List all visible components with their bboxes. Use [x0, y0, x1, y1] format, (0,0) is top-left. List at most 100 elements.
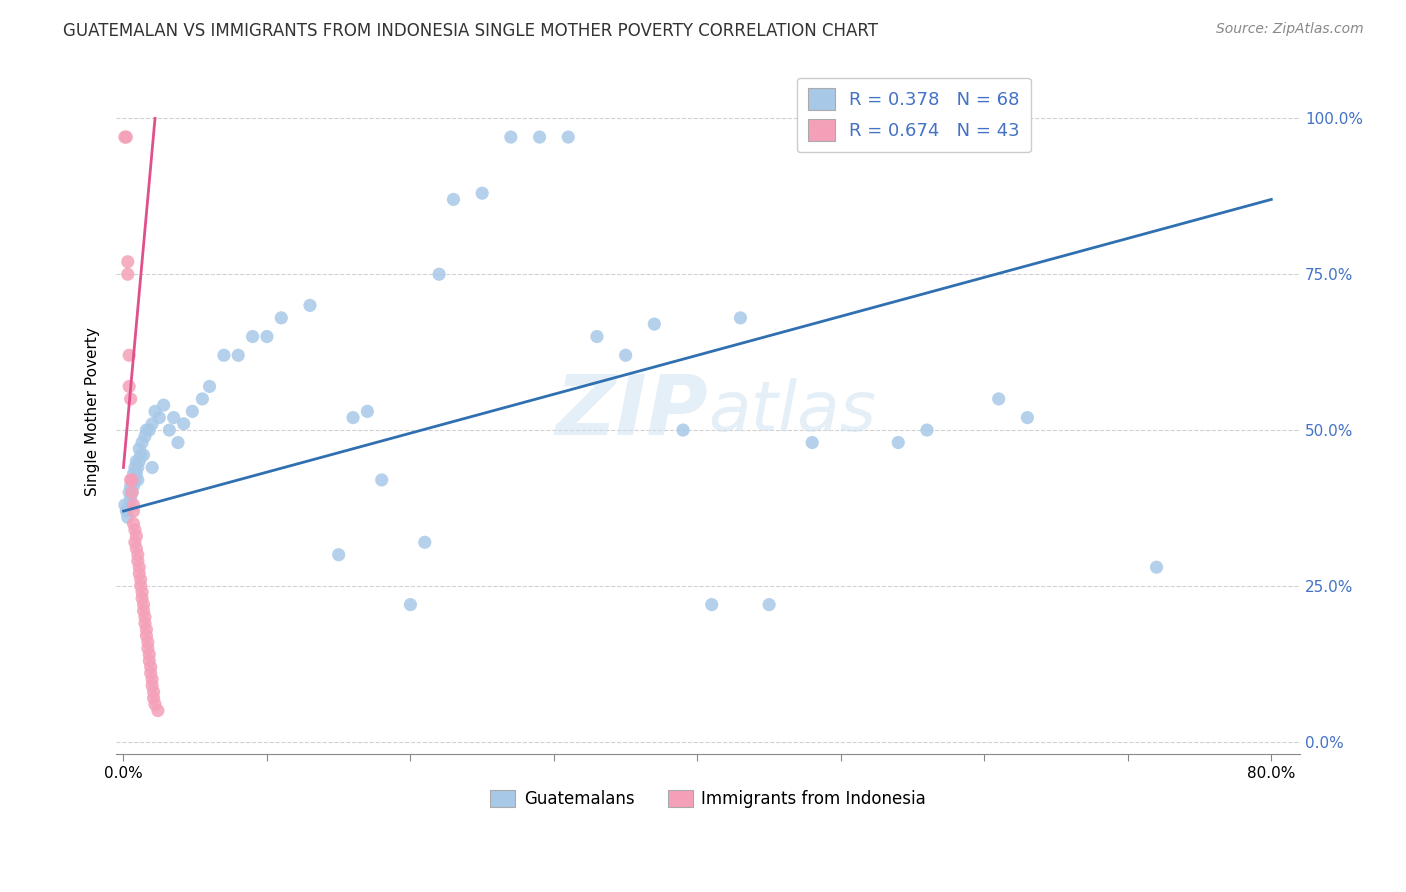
Point: [134, 610, 156, 624]
Point: [120, 479, 142, 493]
Point: [118, 348, 141, 362]
Point: [114, 498, 136, 512]
Point: [117, 267, 139, 281]
Point: [121, 473, 143, 487]
Point: [887, 435, 910, 450]
Point: [125, 467, 148, 481]
Point: [118, 379, 141, 393]
Point: [643, 317, 665, 331]
Point: [141, 673, 163, 687]
Point: [139, 666, 162, 681]
Point: [127, 554, 149, 568]
Point: [141, 417, 163, 431]
Text: ZIP: ZIP: [555, 371, 709, 452]
Point: [370, 473, 392, 487]
Point: [152, 398, 174, 412]
Point: [120, 392, 142, 406]
Point: [1017, 410, 1039, 425]
Point: [121, 485, 143, 500]
Point: [148, 410, 170, 425]
Point: [118, 498, 141, 512]
Point: [122, 479, 145, 493]
Point: [129, 579, 152, 593]
Point: [141, 460, 163, 475]
Point: [586, 329, 609, 343]
Point: [115, 130, 138, 145]
Point: [118, 485, 141, 500]
Point: [143, 698, 166, 712]
Point: [131, 591, 153, 606]
Point: [242, 329, 264, 343]
Point: [270, 310, 292, 325]
Point: [328, 548, 350, 562]
Point: [128, 566, 150, 581]
Point: [128, 442, 150, 456]
Point: [122, 504, 145, 518]
Point: [135, 423, 157, 437]
Point: [157, 423, 180, 437]
Point: [256, 329, 278, 343]
Point: [700, 598, 723, 612]
Point: [127, 548, 149, 562]
Point: [173, 417, 195, 431]
Point: [672, 423, 695, 437]
Point: [730, 310, 752, 325]
Text: atlas: atlas: [709, 378, 876, 445]
Point: [136, 635, 159, 649]
Point: [143, 404, 166, 418]
Point: [413, 535, 436, 549]
Point: [212, 348, 235, 362]
Point: [131, 435, 153, 450]
Point: [356, 404, 378, 418]
Point: [128, 560, 150, 574]
Point: [298, 298, 321, 312]
Text: Source: ZipAtlas.com: Source: ZipAtlas.com: [1216, 22, 1364, 37]
Point: [614, 348, 637, 362]
Point: [758, 598, 780, 612]
Point: [163, 410, 186, 425]
Point: [129, 448, 152, 462]
Point: [801, 435, 824, 450]
Point: [139, 660, 162, 674]
Point: [131, 585, 153, 599]
Point: [138, 423, 160, 437]
Point: [399, 598, 422, 612]
Point: [135, 629, 157, 643]
Text: GUATEMALAN VS IMMIGRANTS FROM INDONESIA SINGLE MOTHER POVERTY CORRELATION CHART: GUATEMALAN VS IMMIGRANTS FROM INDONESIA …: [63, 22, 879, 40]
Point: [120, 473, 142, 487]
Point: [117, 254, 139, 268]
Point: [129, 573, 152, 587]
Point: [121, 473, 143, 487]
Point: [529, 130, 551, 145]
Point: [124, 473, 146, 487]
Point: [141, 679, 163, 693]
Point: [124, 523, 146, 537]
Point: [122, 516, 145, 531]
Point: [443, 193, 465, 207]
Point: [125, 454, 148, 468]
Point: [124, 460, 146, 475]
Point: [142, 685, 165, 699]
Point: [146, 704, 169, 718]
Point: [125, 529, 148, 543]
Point: [132, 604, 155, 618]
Y-axis label: Single Mother Poverty: Single Mother Poverty: [86, 327, 100, 496]
Point: [136, 641, 159, 656]
Point: [124, 535, 146, 549]
Point: [138, 654, 160, 668]
Point: [132, 448, 155, 462]
Point: [134, 429, 156, 443]
Point: [125, 541, 148, 556]
Point: [342, 410, 364, 425]
Point: [138, 648, 160, 662]
Point: [127, 473, 149, 487]
Point: [122, 498, 145, 512]
Point: [127, 460, 149, 475]
Point: [471, 186, 494, 201]
Point: [121, 485, 143, 500]
Point: [114, 130, 136, 145]
Point: [499, 130, 522, 145]
Legend: Guatemalans, Immigrants from Indonesia: Guatemalans, Immigrants from Indonesia: [484, 783, 932, 814]
Point: [134, 616, 156, 631]
Point: [226, 348, 249, 362]
